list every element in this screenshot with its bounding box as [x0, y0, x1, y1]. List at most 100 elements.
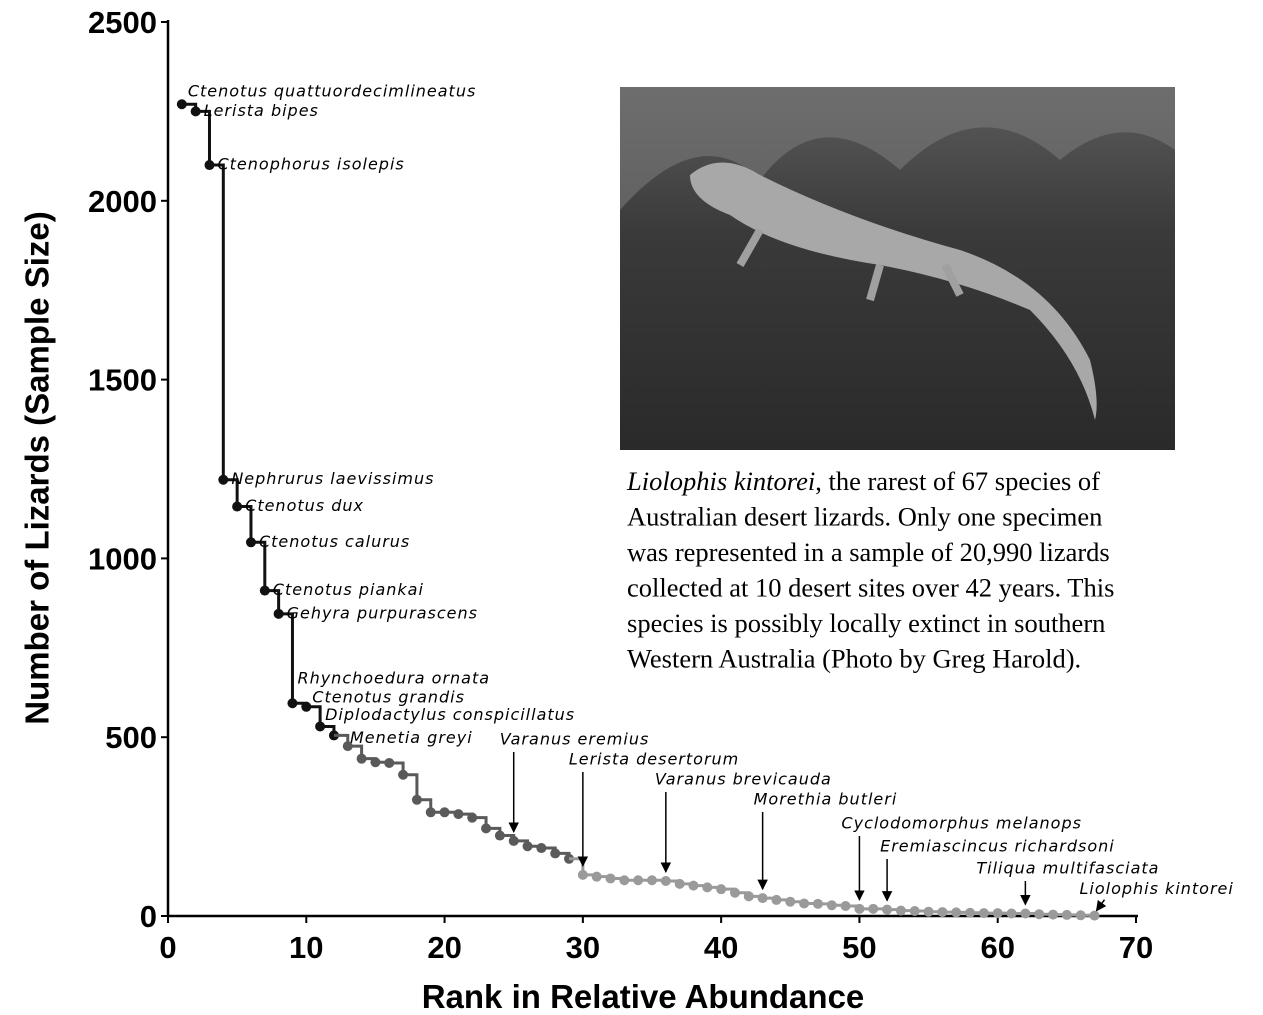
- point: [785, 896, 796, 907]
- point-label: Ctenotus calurus: [259, 532, 410, 551]
- point-label: Morethia butleri: [754, 790, 898, 809]
- point: [522, 841, 533, 852]
- point: [619, 875, 630, 886]
- series-line: [582, 873, 1097, 917]
- point-label: Menetia greyi: [350, 728, 473, 747]
- x-tick-label: 60: [980, 930, 1014, 965]
- point: [591, 871, 602, 882]
- point: [965, 907, 976, 918]
- point: [605, 873, 616, 884]
- point: [204, 160, 215, 171]
- point: [688, 880, 699, 891]
- y-tick-label: 2500: [88, 5, 157, 40]
- x-tick-label: 10: [289, 930, 323, 965]
- series-line: [181, 102, 336, 736]
- x-tick-label: 0: [159, 930, 176, 965]
- point: [356, 753, 367, 764]
- x-tick-label: 20: [427, 930, 461, 965]
- point: [1034, 909, 1045, 920]
- y-tick-label: 500: [105, 720, 157, 755]
- point: [384, 757, 395, 768]
- point: [978, 908, 989, 919]
- x-tick-label: 30: [566, 930, 600, 965]
- point-label: Ctenotus dux: [245, 496, 364, 515]
- point-label: Ctenotus grandis: [312, 687, 465, 706]
- point: [287, 698, 298, 709]
- point-label: Gehyra purpurascens: [287, 603, 478, 622]
- caption-line: was represented in a sample of 20,990 li…: [627, 537, 1110, 567]
- caption-line: Australian desert lizards. Only one spec…: [627, 502, 1102, 532]
- point: [937, 907, 948, 918]
- point-label: Diplodactylus conspicillatus: [325, 705, 575, 724]
- point: [1075, 910, 1086, 921]
- point: [301, 701, 312, 712]
- point: [315, 721, 326, 732]
- point: [812, 898, 823, 909]
- caption-species: Liolophis kintorei: [626, 466, 815, 496]
- point: [342, 741, 353, 752]
- series-line: [347, 744, 571, 859]
- point: [771, 894, 782, 905]
- caption-line: collected at 10 desert sites over 42 yea…: [627, 573, 1114, 603]
- axes: [166, 20, 1138, 918]
- point: [882, 904, 893, 915]
- point: [647, 875, 657, 886]
- y-tick-label: 0: [140, 899, 157, 934]
- caption-line: species is possibly locally extinct in s…: [627, 608, 1105, 638]
- point-label: Rhynchoedura ornata: [297, 669, 490, 688]
- point: [425, 807, 436, 818]
- point: [218, 474, 229, 485]
- x-tick-label: 50: [842, 930, 876, 965]
- label-arrow: [1095, 899, 1107, 912]
- y-tick-label: 1500: [88, 363, 157, 398]
- point: [951, 907, 962, 918]
- point-label: Ctenophorus isolepis: [217, 155, 404, 174]
- caption-line: Western Australia (Photo by Greg Harold)…: [627, 644, 1081, 674]
- point: [633, 875, 644, 886]
- point: [729, 887, 740, 898]
- point: [273, 608, 284, 619]
- point: [895, 905, 906, 916]
- point: [1089, 910, 1100, 921]
- point: [245, 537, 256, 548]
- point: [467, 812, 478, 823]
- point: [536, 843, 547, 854]
- point-label: Eremiascincus richardsoni: [880, 837, 1115, 856]
- x-tick-label: 40: [704, 930, 738, 965]
- caption-line: , the rarest of 67 species of: [815, 466, 1100, 496]
- caption-lines: Australian desert lizards. Only one spec…: [627, 502, 1114, 674]
- point: [453, 809, 464, 820]
- point: [868, 903, 879, 914]
- caption: Liolophis kintorei, the rarest of 67 spe…: [626, 466, 1100, 496]
- point-label: Liolophis kintorei: [1080, 879, 1234, 898]
- point: [508, 835, 519, 846]
- point: [577, 869, 588, 880]
- point-label: Nephrurus laevissimus: [231, 469, 434, 488]
- point: [190, 106, 201, 117]
- point-label: Tiliqua multifasciata: [976, 859, 1159, 878]
- point: [757, 893, 768, 904]
- point: [1048, 909, 1059, 920]
- point: [550, 848, 561, 859]
- y-tick-label: 1000: [88, 541, 157, 576]
- point: [439, 807, 450, 818]
- point: [370, 757, 381, 768]
- point-label: Cyclodomorphus melanops: [841, 814, 1082, 833]
- y-axis-title: Number of Lizards (Sample Size): [19, 211, 56, 724]
- point-label: Varanus eremius: [500, 730, 650, 749]
- point: [176, 99, 187, 110]
- point-label: Ctenotus quattuordecimlineatus: [188, 82, 476, 101]
- point: [1020, 908, 1031, 919]
- point-label: Lerista bipes: [204, 101, 319, 120]
- point: [398, 769, 409, 780]
- point: [674, 878, 685, 889]
- x-axis-title: Rank in Relative Abundance: [422, 978, 865, 1015]
- point: [826, 900, 837, 911]
- point: [481, 823, 492, 834]
- y-tick-label: 2000: [88, 184, 157, 219]
- point: [799, 898, 810, 909]
- point: [1006, 908, 1017, 919]
- point: [992, 908, 1003, 919]
- point-label: Lerista desertorum: [569, 750, 739, 769]
